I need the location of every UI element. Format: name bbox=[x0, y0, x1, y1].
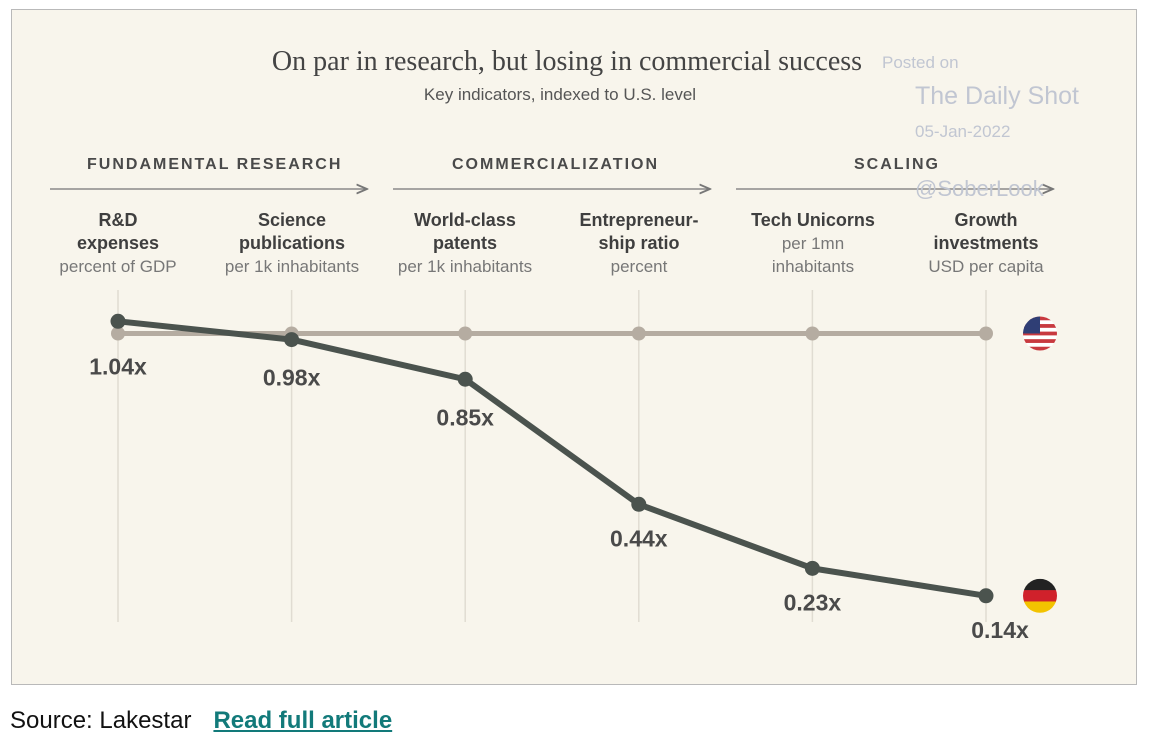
data-label: 0.44x bbox=[610, 525, 668, 551]
data-point-de bbox=[110, 313, 126, 329]
data-point-de bbox=[631, 496, 647, 512]
category-name: expenses bbox=[76, 233, 160, 253]
category-unit: inhabitants bbox=[771, 257, 855, 276]
source-text: Source: Lakestar bbox=[10, 707, 192, 734]
category-name: publications bbox=[238, 233, 345, 253]
category-name: R&D bbox=[98, 210, 138, 230]
data-label: 0.23x bbox=[784, 589, 842, 615]
watermark-source: The Daily Shot bbox=[915, 82, 1079, 110]
category-name: Growth bbox=[954, 210, 1018, 230]
category-name: Science bbox=[257, 210, 327, 230]
category-unit: percent of GDP bbox=[59, 257, 177, 276]
category-name: World-class bbox=[414, 210, 516, 230]
read-full-article-link[interactable]: Read full article bbox=[213, 707, 393, 734]
line-chart: 1.04x 0.98x 0.85x 0.44x 0.23x 0.14x bbox=[50, 10, 1057, 643]
data-point-us bbox=[111, 326, 125, 341]
germany-flag-icon bbox=[1023, 578, 1057, 613]
category-unit: per 1k inhabitants bbox=[224, 257, 360, 276]
section-label-commercialization: COMMERCIALIZATION bbox=[452, 156, 660, 173]
data-point-us bbox=[458, 326, 473, 341]
category-label-growth-investments: Growth investments USD per capita bbox=[901, 209, 1071, 278]
category-unit: percent bbox=[610, 257, 668, 276]
us-flag-icon bbox=[1023, 316, 1057, 351]
category-name: ship ratio bbox=[598, 233, 680, 253]
category-label-science-publications: Science publications per 1k inhabitants bbox=[207, 209, 377, 278]
category-label-tech-unicorns: Tech Unicorns per 1mn inhabitants bbox=[728, 209, 898, 278]
chart-frame: 1.04x 0.98x 0.85x 0.44x 0.23x 0.14x On par in… bbox=[11, 9, 1137, 685]
category-label-entrepreneurship-ratio: Entrepreneur- ship ratio percent bbox=[554, 209, 724, 278]
data-label: 0.14x bbox=[971, 617, 1029, 643]
data-label: 1.04x bbox=[89, 353, 147, 379]
watermark-posted-on: Posted on bbox=[882, 53, 959, 72]
data-point-us bbox=[805, 326, 820, 341]
section-label-fundamental-research: FUNDAMENTAL RESEARCH bbox=[87, 156, 343, 173]
source-footer: Source: Lakestar Read full article bbox=[10, 707, 392, 735]
category-unit: per 1mn bbox=[781, 234, 845, 253]
category-name: patents bbox=[432, 233, 497, 253]
category-name: Entrepreneur- bbox=[579, 210, 699, 230]
watermark-handle: @SoberLook bbox=[915, 176, 1044, 201]
data-label: 0.85x bbox=[436, 404, 494, 430]
series-line-de bbox=[115, 318, 989, 599]
data-point-de bbox=[457, 371, 473, 387]
watermark-date: 05-Jan-2022 bbox=[915, 122, 1011, 141]
chart-title: On par in research, but losing in commer… bbox=[271, 46, 863, 77]
chart-subtitle: Key indicators, indexed to U.S. level bbox=[423, 85, 697, 104]
category-label-rd-expenses: R&D expenses percent of GDP bbox=[33, 209, 203, 278]
category-name: investments bbox=[933, 233, 1039, 253]
data-point-us bbox=[979, 326, 993, 341]
section-label-scaling: SCALING bbox=[854, 156, 940, 173]
data-point-us bbox=[631, 326, 646, 341]
data-point-de bbox=[804, 560, 820, 576]
data-point-de bbox=[284, 332, 300, 348]
category-unit: USD per capita bbox=[928, 257, 1044, 276]
category-name: Tech Unicorns bbox=[751, 210, 875, 230]
category-unit: per 1k inhabitants bbox=[397, 257, 533, 276]
data-point-de bbox=[978, 588, 994, 604]
data-label: 0.98x bbox=[263, 365, 321, 391]
category-label-world-class-patents: World-class patents per 1k inhabitants bbox=[380, 209, 550, 278]
